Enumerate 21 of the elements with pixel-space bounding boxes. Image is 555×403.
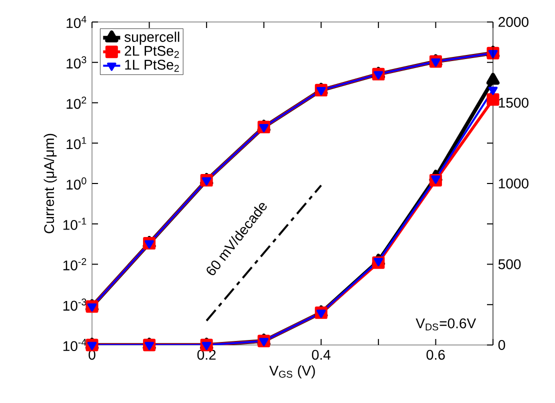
y-tick-label: 10$^{2}$ [66, 96, 86, 109]
y-tick-label: 10$^{-4}$ [63, 338, 86, 352]
annotation: V$_{DS}$=0.6V [416, 318, 476, 330]
y2-tick-label: 500 [498, 259, 521, 270]
y-axis-title: Current (μA/μm) [44, 134, 57, 234]
y-tick-label: 10$^{3}$ [66, 56, 86, 68]
x-axis-title: V$_{GS}$ (V) [269, 365, 315, 378]
x-tick-label: 0.4 [312, 350, 330, 360]
y-tick-label: 10$^{4}$ [66, 16, 86, 28]
legend-label: supercell [124, 32, 180, 45]
y2-tick-label: 2000 [498, 17, 528, 27]
y2-tick-label: 1000 [498, 178, 528, 188]
legend-label: 2L PtSe$_{2}$ [124, 46, 179, 58]
legend-label: 1L PtSe$_{2}$ [125, 60, 179, 72]
y-tick-label: 10$^{1}$ [66, 137, 86, 150]
y-tick-label: 10$^{0}$ [66, 177, 86, 190]
y-tick-label: 10$^{-1}$ [63, 218, 86, 230]
y-tick-label: 10$^{-2}$ [63, 258, 86, 270]
x-tick-label: 0.6 [426, 350, 445, 360]
y2-tick-label: 0 [498, 340, 506, 350]
y-tick-label: 10$^{-3}$ [63, 298, 86, 311]
